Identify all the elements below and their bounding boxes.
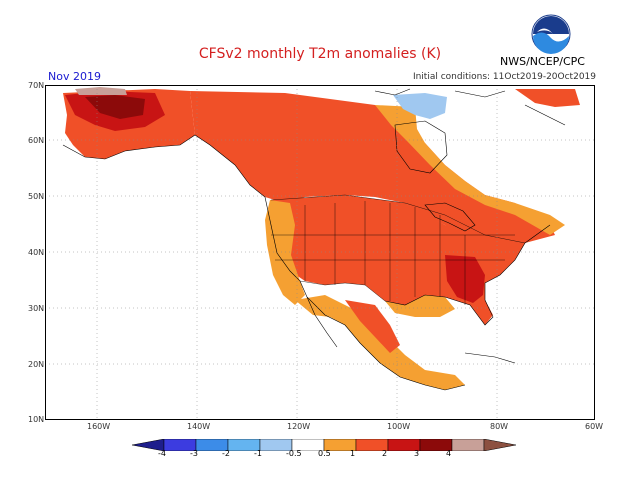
arctic-islands-outline [374,88,566,126]
color-bar-label: 1 [350,449,356,458]
initial-conditions: Initial conditions: 11Oct2019-20Oct2019 [412,72,596,82]
forecast-month: Nov 2019 [48,70,101,83]
baja-outline [306,296,338,348]
lat-label-30n: 30N [28,304,45,313]
hudson-cool-anomaly [393,93,447,119]
color-bar-label: 3 [414,449,420,458]
lon-label-160w: 160W [87,422,111,431]
map-frame [45,85,595,420]
color-bar-label: -1 [254,449,262,458]
hudson-bay-outline [394,120,448,174]
mexico-interior-anomaly [345,300,400,353]
lon-label-60w: 60W [585,422,604,431]
alaska-extreme-anomaly [75,87,127,95]
agency-label: NWS/NCEP/CPC [500,55,585,68]
lat-label-40n: 40N [28,248,45,257]
canada-anomaly [190,91,555,245]
color-bar [132,439,516,451]
us-canada-border [270,194,526,244]
alaska-peak-anomaly [85,95,145,119]
map-title: CFSv2 monthly T2m anomalies (K) [198,46,442,62]
gulf-coast-anomaly [385,295,455,317]
canada-east-anomaly [375,105,565,235]
lon-label-120w: 120W [287,422,311,431]
anomaly-map [45,85,595,420]
lat-label-10n: 10N [28,415,45,424]
color-bar-label: -2 [222,449,230,458]
noaa-logo [531,14,571,54]
color-bar-label: 4 [446,449,452,458]
color-bar-label: -3 [190,449,198,458]
lon-label-80w: 80W [490,422,509,431]
coastline-east [384,224,551,326]
lat-label-70n: 70N [28,81,45,90]
us-mexico-border [299,280,386,302]
lon-label-100w: 100W [387,422,411,431]
lat-label-20n: 20N [28,360,45,369]
lat-label-50n: 50N [28,192,45,201]
color-bar-label: -0.5 [286,449,302,458]
color-bar-segment [451,439,485,451]
great-lakes-outline [424,202,476,232]
color-bar-segment [483,439,516,451]
lon-label-140w: 140W [187,422,211,431]
cuba-outline [464,352,516,364]
coastline-west [62,134,466,391]
color-bar-label: 0.5 [318,449,331,458]
lat-label-60n: 60N [28,136,45,145]
mexico-anomaly [295,295,465,390]
usa-west-anomaly [265,200,305,305]
color-bar-label: 2 [382,449,388,458]
greenland-anomaly [515,89,580,107]
coastline-layer [62,88,566,391]
color-bar-label: -4 [158,449,166,458]
